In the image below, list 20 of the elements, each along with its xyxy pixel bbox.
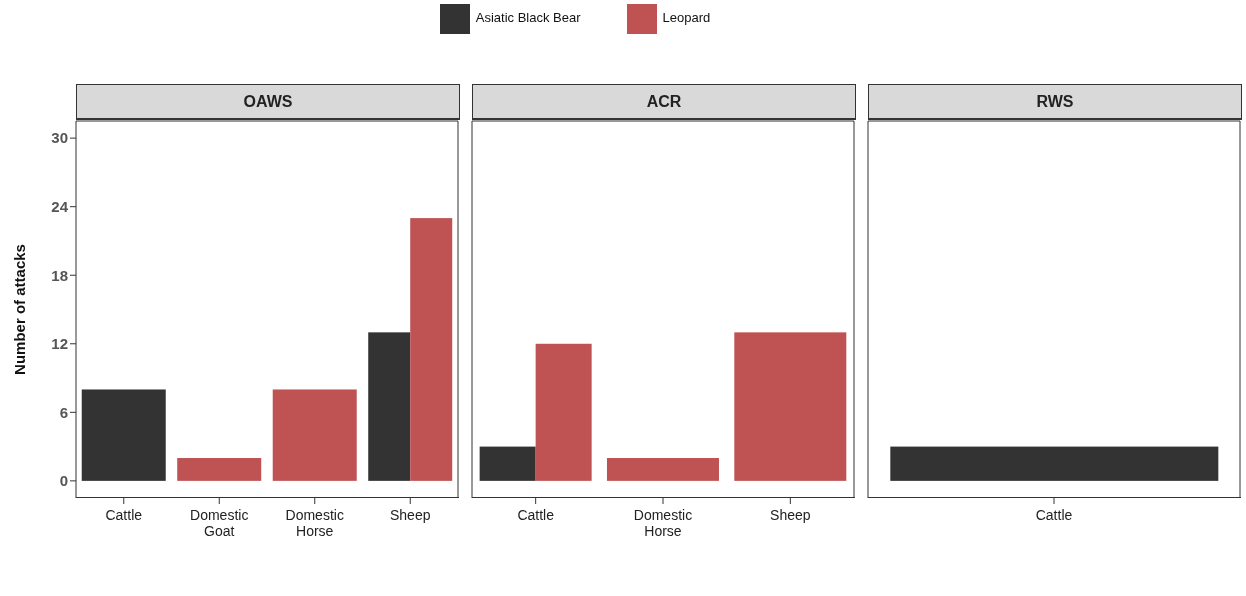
y-tick-label: 18 [51,266,68,284]
y-tick-label: 30 [51,129,68,147]
x-tick-label: Cattle [105,507,143,523]
x-tick-label: Sheep [390,507,431,523]
legend-label: Asiatic Black Bear [475,10,581,26]
legend-label: Leopard [662,10,711,26]
x-tick-label: Domestic Horse [633,507,693,539]
chart-title: OAWS [76,84,460,120]
y-tick-label: 6 [59,403,68,421]
y-tick-label: 0 [59,472,68,490]
chart-title: ACR [472,84,856,120]
x-tick-label: Domestic Horse [285,507,344,539]
x-tick-label: Cattle [1035,507,1073,523]
y-axis-title: Number of attacks [11,244,29,375]
x-tick-label: Domestic Goat [190,507,249,539]
y-tick-label: 12 [51,335,68,353]
x-tick-label: Sheep [770,507,811,523]
chart-title: RWS [868,84,1242,120]
x-tick-label: Cattle [517,507,555,523]
y-tick-label: 24 [51,198,69,216]
